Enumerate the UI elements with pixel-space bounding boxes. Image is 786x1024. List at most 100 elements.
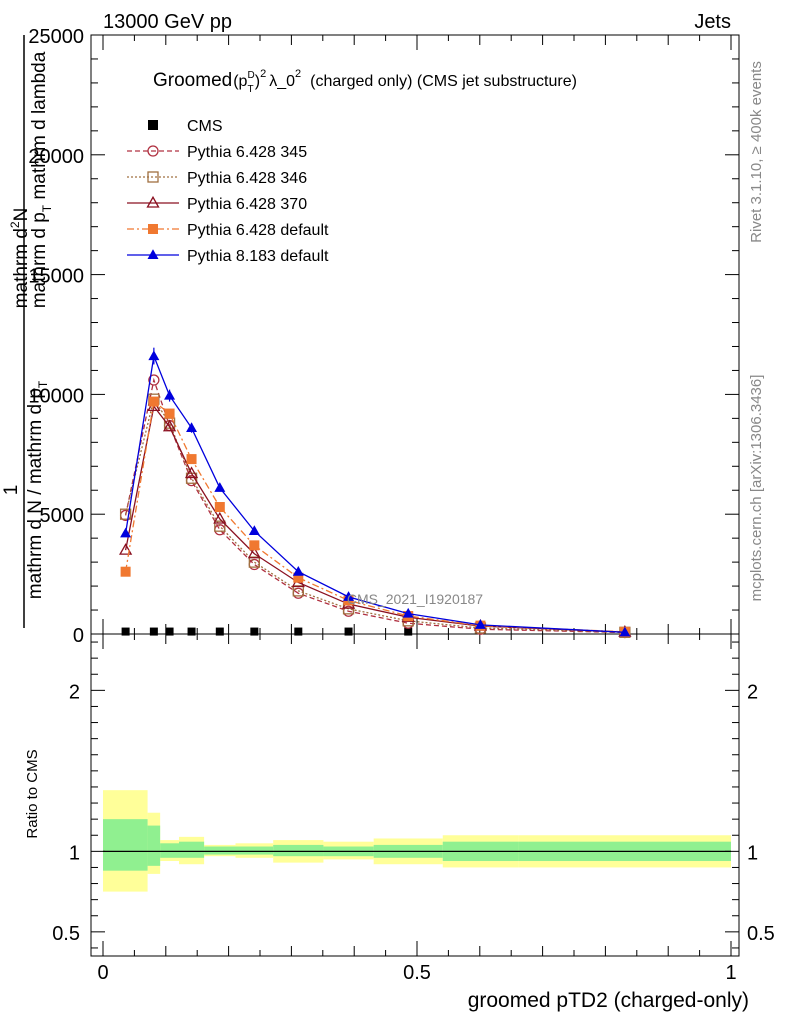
data-point <box>214 482 226 492</box>
main-ytick-label: 20000 <box>28 146 84 168</box>
main-ytick-label: 25000 <box>28 26 84 48</box>
x-ticks: 0 0.5 1 <box>97 35 737 984</box>
legend-label: Pythia 6.428 370 <box>187 196 307 213</box>
legend-label: Pythia 6.428 default <box>187 222 329 239</box>
data-point <box>343 591 355 601</box>
y-label-line-4: mathrm d N / mathrm d pT <box>25 380 50 599</box>
data-point <box>344 627 353 636</box>
data-point <box>214 524 226 536</box>
data-point <box>120 527 132 538</box>
ratio-bands <box>103 790 731 892</box>
ratio-band-inner-0 <box>103 819 148 871</box>
data-point <box>619 626 631 637</box>
legend-label: Pythia 6.428 345 <box>187 144 307 161</box>
energy-label: 13000 GeV pp <box>103 11 232 33</box>
data-point <box>293 572 304 583</box>
data-point <box>294 627 303 636</box>
series-5 <box>120 347 631 637</box>
data-point <box>148 350 160 361</box>
data-point <box>118 543 133 555</box>
data-point <box>248 556 260 568</box>
legend: CMS Pythia 6.428 345 Pythia 6.428 346 Pythi… <box>127 118 329 265</box>
ratio-ytick-label-right: 1 <box>747 842 758 864</box>
legend-entry-3: Pythia 6.428 370 <box>127 195 307 213</box>
legend-marker <box>147 171 159 183</box>
main-ytick-label: 10000 <box>28 385 84 407</box>
data-point <box>184 466 199 479</box>
data-point <box>119 508 132 520</box>
legend-label: CMS <box>187 118 223 135</box>
xtick-label: 0 <box>97 962 108 984</box>
y-label-line-2: mathrm d pT mathrm d lambda <box>29 51 54 308</box>
ratio-band-inner-2 <box>160 843 179 858</box>
main-y-axis-label: mathrm d2N mathrm d pT mathrm d lambda 1… <box>1 35 54 628</box>
analysis-label: CMS_2021_I1920187 <box>347 591 483 607</box>
data-point <box>250 627 259 636</box>
data-point <box>187 627 196 636</box>
main-y-ticks: 0 5000 10000 15000 20000 25000 <box>28 26 739 647</box>
main-ytick-label: 15000 <box>28 266 84 288</box>
ratio-panel-frame <box>90 633 740 957</box>
data-point <box>249 540 260 551</box>
series-0 <box>121 627 413 636</box>
data-point <box>121 627 130 636</box>
data-point <box>186 454 197 465</box>
data-point <box>214 502 225 513</box>
main-ytick-label: 0 <box>73 625 84 647</box>
data-point <box>248 525 260 535</box>
series-layer <box>118 347 632 639</box>
data-point <box>148 396 159 407</box>
ratio-ytick-label-left: 0.5 <box>52 923 80 945</box>
ratio-band-inner-1 <box>147 825 161 866</box>
xtick-label: 1 <box>725 962 736 984</box>
process-label: Jets <box>694 11 731 33</box>
x-axis-label: groomed pTD2 (charged-only) <box>468 989 749 1012</box>
legend-label: Pythia 8.183 default <box>187 248 329 265</box>
data-point <box>474 619 486 629</box>
series-line-3 <box>124 404 625 633</box>
data-point <box>213 511 227 524</box>
data-point <box>214 520 226 532</box>
data-point <box>164 389 176 400</box>
data-point <box>120 566 131 577</box>
legend-entry-5: Pythia 8.183 default <box>127 248 329 265</box>
legend-marker <box>148 224 158 234</box>
legend-label: Pythia 6.428 346 <box>187 170 307 187</box>
xtick-label: 0.5 <box>403 962 431 984</box>
data-point <box>404 627 413 636</box>
ratio-band-inner-3 <box>178 841 205 858</box>
y-label-line-3: 1 <box>1 485 22 496</box>
series-line-2 <box>124 397 625 633</box>
ratio-y-ticks: 0.5 0.5 1 1 2 2 <box>52 641 775 949</box>
legend-marker <box>147 249 159 259</box>
legend-entry-2: Pythia 6.428 346 <box>127 170 307 187</box>
legend-marker <box>147 145 159 157</box>
ratio-band-inner-6 <box>273 844 324 857</box>
legend-marker <box>148 120 158 130</box>
data-point <box>292 565 304 576</box>
ratio-band-inner-5 <box>235 846 274 855</box>
data-point <box>402 607 414 618</box>
y-label-line-1: mathrm d2N <box>8 208 32 309</box>
data-point <box>165 627 174 636</box>
data-point <box>164 408 175 419</box>
ratio-ytick-label-right: 2 <box>747 681 758 703</box>
chart-title: Groomed(pTD)2 λ_02 (charged only) (CMS jet… <box>153 68 577 95</box>
main-ytick-label: 5000 <box>40 505 85 527</box>
data-point <box>247 546 261 559</box>
ratio-band-inner-4 <box>204 846 236 855</box>
legend-entry-0: CMS <box>148 118 223 135</box>
legend-entry-4: Pythia 6.428 default <box>127 222 329 239</box>
ratio-y-axis-label: Ratio to CMS <box>24 749 41 838</box>
rivet-label: Rivet 3.1.10, ≥ 400k events <box>748 61 765 243</box>
mcplots-label: mcplots.cern.ch [arXiv:1306.3436] <box>748 375 765 602</box>
data-point <box>149 627 158 636</box>
data-point <box>162 419 177 432</box>
ratio-ytick-label-right: 0.5 <box>747 923 775 945</box>
data-point <box>215 627 224 636</box>
data-point <box>148 374 160 386</box>
ratio-ytick-label-left: 2 <box>69 681 80 703</box>
legend-entry-1: Pythia 6.428 345 <box>127 144 307 161</box>
legend-marker <box>146 195 160 208</box>
